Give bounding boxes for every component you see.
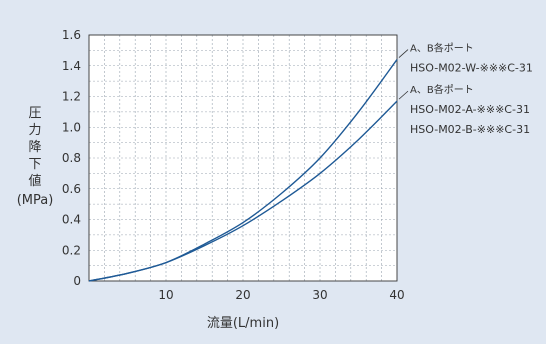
y-axis-unit: (MPa) bbox=[17, 193, 54, 208]
data-series bbox=[88, 59, 398, 282]
annotation-text: HSO-M02-W-※※※C-31 bbox=[410, 62, 533, 75]
annotation-text: HSO-M02-B-※※※C-31 bbox=[410, 123, 530, 136]
y-axis-label-char: 値 bbox=[28, 173, 41, 189]
annotation-text: A、B各ポート bbox=[410, 42, 474, 55]
annotation-text: A、B各ポート bbox=[410, 83, 474, 96]
annotation-leader-2 bbox=[398, 90, 409, 100]
y-tick-label: 0.8 bbox=[62, 151, 81, 165]
x-tick-label: 40 bbox=[389, 288, 404, 302]
y-tick-label: 1.4 bbox=[62, 59, 81, 73]
plot-frame bbox=[88, 34, 398, 282]
tick-labels: 10 20 30 40 0 0.2 0.4 0.6 0.8 1.0 1.2 1.4 1.6 bbox=[62, 28, 405, 302]
y-tick-label: 1.0 bbox=[62, 120, 81, 134]
y-tick-label: 0.6 bbox=[62, 182, 81, 196]
y-axis-label-char: 下 bbox=[28, 157, 41, 172]
y-axis-label-char: 圧 bbox=[28, 106, 41, 121]
y-tick-label: 0.2 bbox=[62, 243, 81, 257]
y-axis-label-char: 力 bbox=[28, 123, 41, 138]
series-line-2 bbox=[88, 100, 398, 282]
grid-lines bbox=[89, 35, 397, 281]
x-tick-label: 10 bbox=[158, 288, 173, 302]
x-tick-label: 20 bbox=[235, 288, 250, 302]
annotation-leader-1 bbox=[398, 49, 409, 58]
y-tick-label: 0.4 bbox=[62, 213, 81, 227]
axes bbox=[88, 34, 398, 282]
series-annotations: A、B各ポート HSO-M02-W-※※※C-31 A、B各ポート HSO-M02-A… bbox=[398, 42, 533, 136]
x-axis-label: 流量(L/min) bbox=[207, 316, 279, 331]
y-axis-label-char: 降 bbox=[28, 140, 41, 155]
y-tick-label: 0 bbox=[73, 274, 81, 288]
y-tick-label: 1.2 bbox=[62, 90, 81, 104]
x-tick-label: 30 bbox=[312, 288, 327, 302]
annotation-text: HSO-M02-A-※※※C-31 bbox=[410, 103, 530, 116]
y-tick-label: 1.6 bbox=[62, 28, 81, 42]
